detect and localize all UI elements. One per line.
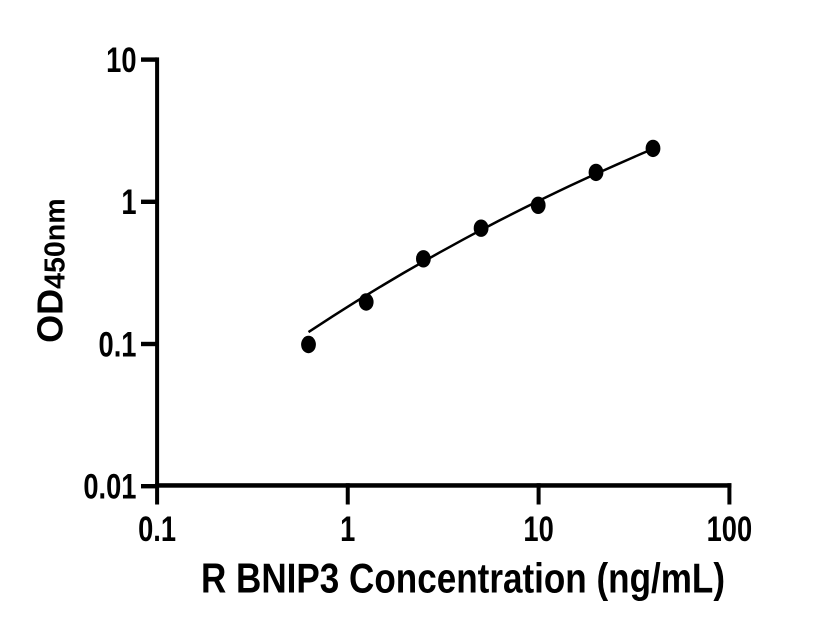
svg-text:OD450nm: OD450nm [30, 198, 72, 343]
svg-text:0.1: 0.1 [138, 510, 176, 549]
svg-text:1: 1 [121, 183, 136, 222]
svg-text:0.01: 0.01 [83, 467, 136, 506]
svg-text:10: 10 [106, 41, 136, 80]
svg-text:10: 10 [523, 510, 553, 549]
svg-text:1: 1 [340, 510, 355, 549]
svg-text:100: 100 [707, 510, 753, 549]
svg-text:R BNIP3 Concentration (ng/mL): R BNIP3 Concentration (ng/mL) [201, 556, 725, 603]
svg-text:0.1: 0.1 [99, 325, 137, 364]
